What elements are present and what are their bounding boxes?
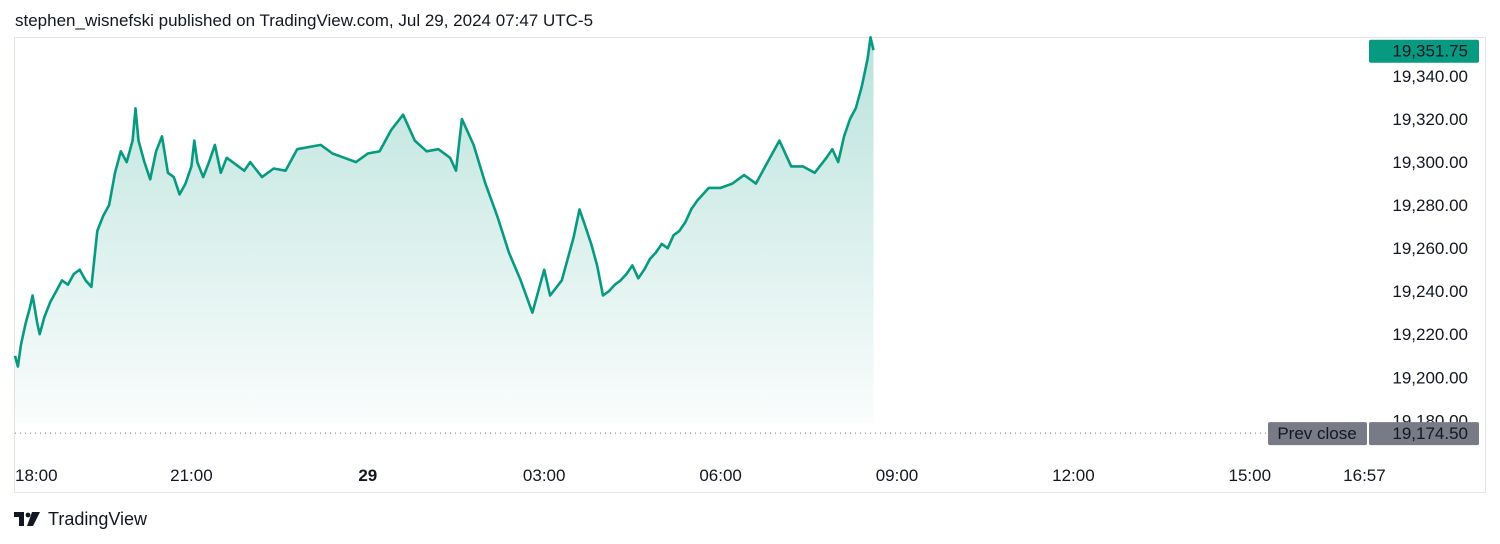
x-tick-label: 03:00 xyxy=(523,466,566,485)
y-tick-label: 19,200.00 xyxy=(1392,368,1468,387)
x-tick-label: 16:57 xyxy=(1343,466,1386,485)
price-area xyxy=(15,37,874,424)
footer-brand: TradingView xyxy=(48,509,148,529)
x-tick-label: 09:00 xyxy=(876,466,919,485)
last-price-label: 19,351.75 xyxy=(1369,39,1479,63)
prev-close-value-bg xyxy=(1369,422,1479,446)
x-tick-label: 18:00 xyxy=(15,466,58,485)
y-tick-label: 19,300.00 xyxy=(1392,153,1468,172)
y-tick-label: 19,220.00 xyxy=(1392,325,1468,344)
y-tick-label: 19,280.00 xyxy=(1392,196,1468,215)
prev-close-label: Prev close 19,174.50 xyxy=(1268,422,1479,446)
last-price-value: 19,351.75 xyxy=(1392,42,1468,61)
y-axis: 19,340.00 19,320.00 19,300.00 19,280.00 19,2… xyxy=(1392,67,1468,430)
publisher-header: stephen_wisnefski published on TradingVi… xyxy=(15,11,594,30)
prev-close-name: Prev close xyxy=(1277,424,1356,443)
chart-frame[interactable] xyxy=(14,37,1486,493)
x-tick-label: 21:00 xyxy=(170,466,213,485)
x-axis: 18:00 21:00 29 03:00 06:00 09:00 12:00 15:00 16:… xyxy=(15,466,1386,485)
footer: TradingView xyxy=(14,509,147,530)
price-line xyxy=(13,36,875,368)
x-tick-label: 12:00 xyxy=(1052,466,1095,485)
prev-close-value: 19,174.50 xyxy=(1392,424,1468,443)
x-tick-label: 06:00 xyxy=(699,466,742,485)
prev-close-name-bg xyxy=(1268,422,1367,446)
y-tick-label: 19,240.00 xyxy=(1392,282,1468,301)
y-tick-label: 19,340.00 xyxy=(1392,67,1468,86)
y-tick-label: 19,320.00 xyxy=(1392,110,1468,129)
x-tick-label: 15:00 xyxy=(1229,466,1272,485)
last-price-label-bg xyxy=(1369,39,1479,63)
tradingview-logo-icon xyxy=(14,511,40,526)
y-tick-label: 19,260.00 xyxy=(1392,239,1468,258)
x-tick-label: 29 xyxy=(358,466,377,485)
